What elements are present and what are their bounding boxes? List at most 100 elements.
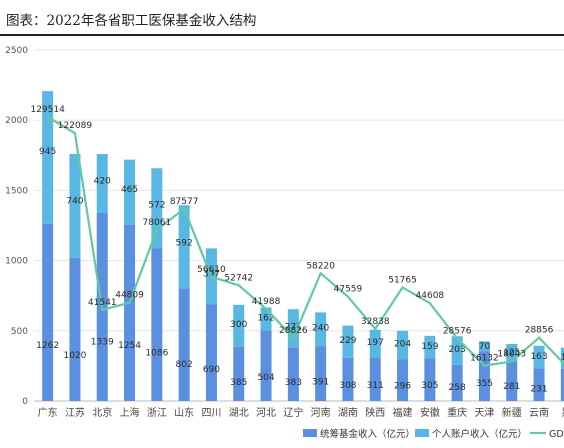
data-label-pooled: 383	[285, 378, 302, 388]
x-tick-label: 上海	[120, 406, 140, 419]
data-label-gdp: 41988	[252, 297, 281, 307]
gdp-point	[210, 275, 213, 279]
bar-personal-4	[151, 168, 163, 249]
data-label-personal: 300	[230, 320, 247, 330]
bar-pooled-14	[424, 358, 436, 401]
data-label-pooled: 504	[257, 373, 274, 383]
y-tick-label: 1500	[5, 186, 28, 196]
gdp-point	[237, 284, 240, 287]
bar-pooled-5	[178, 288, 190, 401]
bar-pooled-15	[451, 364, 463, 401]
data-label-gdp: 28826	[279, 326, 308, 336]
data-label-personal: 229	[339, 336, 356, 346]
data-label-pooled: 1339	[91, 338, 114, 348]
bar-personal-16	[478, 341, 490, 352]
x-tick-label: 辽宁	[283, 406, 303, 419]
bar-pooled-8	[260, 330, 272, 401]
x-tick-label: 黑	[561, 407, 564, 419]
data-label-personal: 240	[312, 324, 329, 334]
x-tick-label: 天津	[474, 407, 494, 419]
gdp-point	[428, 301, 432, 305]
data-label-pooled: 391	[312, 378, 329, 388]
data-label-gdp: 87577	[170, 197, 199, 207]
legend-label-personal: 个人账户收入（亿元）	[432, 428, 527, 440]
data-label-pooled: 296	[394, 382, 411, 392]
data-label-pooled: 305	[421, 381, 438, 391]
data-label-personal: 197	[367, 338, 384, 348]
data-label-pooled: 258	[449, 383, 466, 393]
bar-pooled-16	[478, 351, 490, 401]
data-label-pooled: 311	[367, 381, 384, 391]
legend-swatch-personal	[415, 429, 429, 437]
bar-pooled-11	[342, 357, 354, 401]
data-label-personal: 945	[39, 147, 56, 157]
bar-personal-7	[233, 304, 245, 347]
gdp-line	[47, 115, 564, 367]
data-label-pooled: 231	[530, 384, 547, 394]
x-tick-label: 河北	[256, 407, 276, 419]
bar-personal-8	[260, 307, 272, 331]
data-label-gdp: 78061	[143, 218, 172, 228]
data-label-gdp: 18043	[497, 349, 526, 359]
bar-personal-12	[369, 329, 381, 358]
y-tick-label: 0	[22, 397, 28, 407]
x-tick-label: 陕西	[365, 406, 385, 419]
gdp-point	[537, 336, 541, 339]
data-label-personal: 465	[121, 185, 138, 195]
bar-pooled-19	[560, 368, 564, 401]
bar-pooled-10	[315, 346, 327, 401]
data-label-gdp: 41541	[88, 298, 117, 308]
x-tick-label: 湖南	[338, 406, 358, 419]
gdp-point	[46, 115, 49, 119]
data-label-gdp: 28856	[525, 326, 554, 336]
bar-pooled-13	[397, 359, 409, 401]
data-label-gdp: 16132	[470, 354, 499, 364]
bar-personal-18	[533, 345, 545, 369]
x-tick-label: 山东	[174, 406, 194, 419]
data-label-pooled: 281	[503, 382, 520, 392]
data-label-personal: 271	[285, 322, 302, 332]
bar-pooled-1	[69, 257, 81, 401]
x-tick-label: 重庆	[447, 406, 467, 419]
gdp-point	[128, 301, 131, 304]
data-label-pooled: 1262	[36, 341, 59, 351]
y-tick-label: 1000	[5, 257, 28, 267]
legend-swatch-pooled	[303, 429, 317, 437]
data-label-pooled: 1086	[145, 348, 168, 358]
legend: 统筹基金收入（亿元） 个人账户收入（亿元） GD	[303, 428, 564, 440]
gdp-point	[374, 327, 377, 331]
data-label-personal: 159	[421, 342, 438, 352]
y-tick-label: 2000	[5, 116, 28, 126]
x-axis-labels: 广东江苏北京上海浙江山东四川湖北河北辽宁河南湖南陕西福建安徽重庆天津新疆云南黑	[38, 406, 564, 419]
bar-pooled-18	[533, 368, 545, 401]
bar-pooled-9	[287, 347, 299, 401]
bar-personal-11	[342, 325, 354, 358]
data-label-pooled: 690	[203, 365, 220, 375]
bar-personal-5	[178, 205, 190, 289]
y-tick-label: 500	[11, 327, 28, 337]
data-label-personal: 15	[561, 353, 564, 363]
legend-label-gdp: GD	[549, 429, 564, 440]
x-tick-label: 浙江	[147, 407, 167, 419]
data-label-personal: 592	[176, 239, 193, 249]
bar-pooled-4	[151, 248, 163, 401]
data-label-gdp: 28576	[443, 326, 472, 336]
bar-pooled-0	[42, 223, 54, 401]
x-tick-label: 福建	[393, 406, 413, 419]
gdp-point	[319, 272, 322, 275]
data-label-personal: 70	[479, 342, 491, 352]
data-label-gdp: 51765	[388, 275, 417, 285]
bar-personal-2	[96, 154, 108, 214]
bar-personal-3	[124, 159, 136, 225]
gdp-point	[346, 295, 350, 298]
x-tick-label: 新疆	[502, 406, 522, 419]
data-label-pooled: 1254	[118, 341, 141, 351]
data-label-personal: 125	[503, 348, 520, 358]
legend-label-pooled: 统筹基金收入（亿元）	[320, 428, 415, 440]
bar-personal-14	[424, 335, 436, 359]
bar-personal-0	[42, 91, 54, 224]
data-label-gdp: 44608	[416, 291, 445, 301]
gdp-point	[455, 337, 459, 340]
